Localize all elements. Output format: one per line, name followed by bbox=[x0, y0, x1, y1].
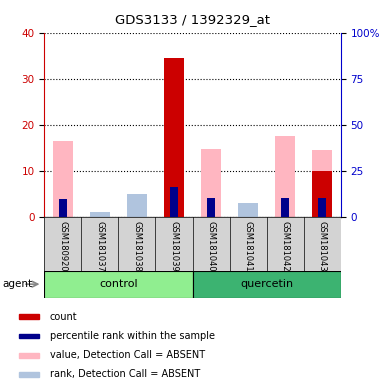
Text: GDS3133 / 1392329_at: GDS3133 / 1392329_at bbox=[115, 13, 270, 26]
Text: control: control bbox=[99, 279, 138, 289]
Text: agent: agent bbox=[2, 279, 32, 289]
Text: value, Detection Call = ABSENT: value, Detection Call = ABSENT bbox=[50, 350, 205, 360]
Bar bbox=[44, 271, 192, 298]
Text: GSM181038: GSM181038 bbox=[132, 221, 141, 272]
Bar bbox=[312, 171, 332, 217]
Text: quercetin: quercetin bbox=[240, 279, 293, 289]
Bar bbox=[19, 314, 39, 319]
Bar bbox=[59, 199, 67, 217]
Bar bbox=[201, 149, 221, 217]
Bar bbox=[90, 212, 110, 217]
Text: GSM181042: GSM181042 bbox=[281, 221, 290, 272]
Bar bbox=[192, 271, 341, 298]
Text: percentile rank within the sample: percentile rank within the sample bbox=[50, 331, 215, 341]
Text: GSM181040: GSM181040 bbox=[206, 221, 216, 272]
Text: GSM180920: GSM180920 bbox=[58, 221, 67, 272]
Text: GSM181039: GSM181039 bbox=[169, 221, 179, 272]
Bar bbox=[127, 194, 147, 217]
Bar bbox=[53, 141, 73, 217]
Text: GSM181041: GSM181041 bbox=[244, 221, 253, 272]
Text: rank, Detection Call = ABSENT: rank, Detection Call = ABSENT bbox=[50, 369, 200, 379]
Bar bbox=[164, 143, 184, 217]
Bar bbox=[207, 198, 215, 217]
Bar bbox=[312, 150, 332, 217]
Bar bbox=[19, 372, 39, 377]
Bar bbox=[170, 187, 178, 217]
Bar bbox=[19, 334, 39, 338]
Bar bbox=[164, 58, 184, 217]
Text: GSM181043: GSM181043 bbox=[318, 221, 327, 272]
Bar bbox=[281, 198, 289, 217]
Text: GSM181037: GSM181037 bbox=[95, 221, 104, 272]
Bar bbox=[238, 203, 258, 217]
Bar bbox=[318, 198, 326, 217]
Bar bbox=[127, 205, 147, 217]
Bar bbox=[19, 353, 39, 358]
Text: count: count bbox=[50, 312, 77, 322]
Bar bbox=[275, 136, 295, 217]
